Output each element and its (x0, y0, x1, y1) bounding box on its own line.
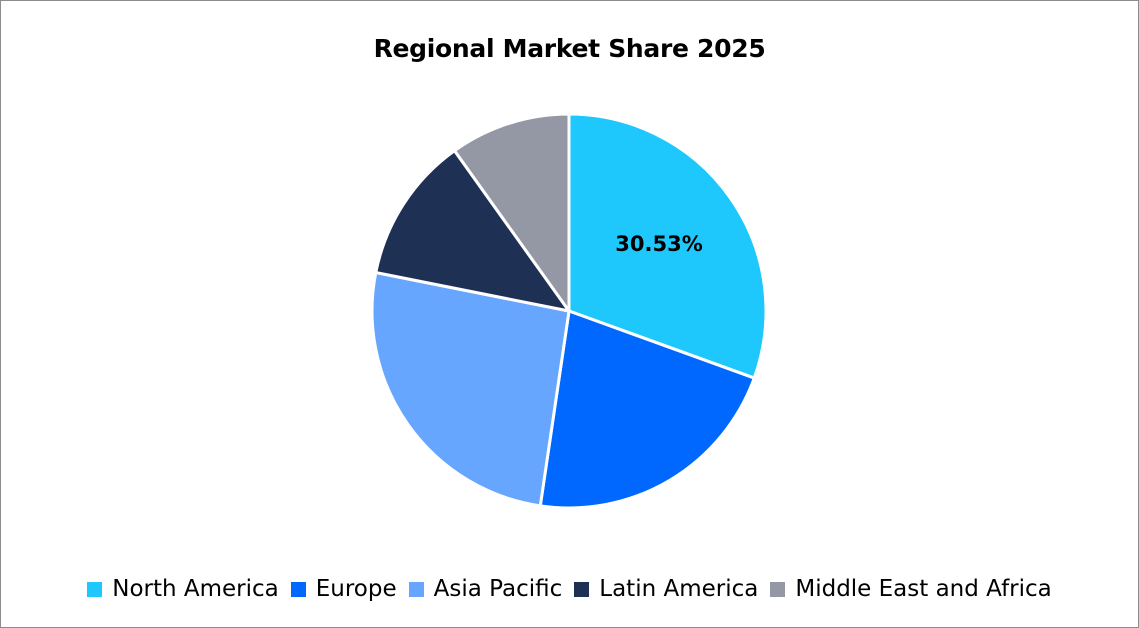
pie-slice-middle-east-and-africa (453, 112, 571, 313)
pie-slice-north-america (567, 112, 768, 380)
legend-item-europe: Europe (290, 576, 397, 602)
legend-swatch-icon (574, 581, 590, 597)
legend-item-north-america: North America (87, 576, 279, 602)
legend-label: North America (112, 576, 279, 602)
legend-label: Latin America (599, 576, 759, 602)
legend-item-latin-america: Latin America (574, 576, 758, 602)
data-label-north-america: 30.53% (615, 232, 702, 256)
legend-label: Middle East and Africa (795, 576, 1052, 602)
legend-swatch-icon (290, 581, 306, 597)
legend-swatch-icon (770, 581, 786, 597)
legend-label: Asia Pacific (433, 576, 563, 602)
pie-slice-asia-pacific (370, 271, 571, 508)
legend-swatch-icon (87, 581, 103, 597)
chart-title: Regional Market Share 2025 (373, 34, 766, 63)
legend: North America Europe Asia Pacific Latin … (0, 576, 1139, 602)
legend-swatch-icon (408, 581, 424, 597)
pie-slices (370, 112, 768, 510)
legend-item-middle-east-africa: Middle East and Africa (770, 576, 1052, 602)
legend-item-asia-pacific: Asia Pacific (408, 576, 563, 602)
legend-label: Europe (315, 576, 397, 602)
pie-slice-latin-america (374, 149, 571, 313)
pie-slice-europe (538, 309, 756, 510)
